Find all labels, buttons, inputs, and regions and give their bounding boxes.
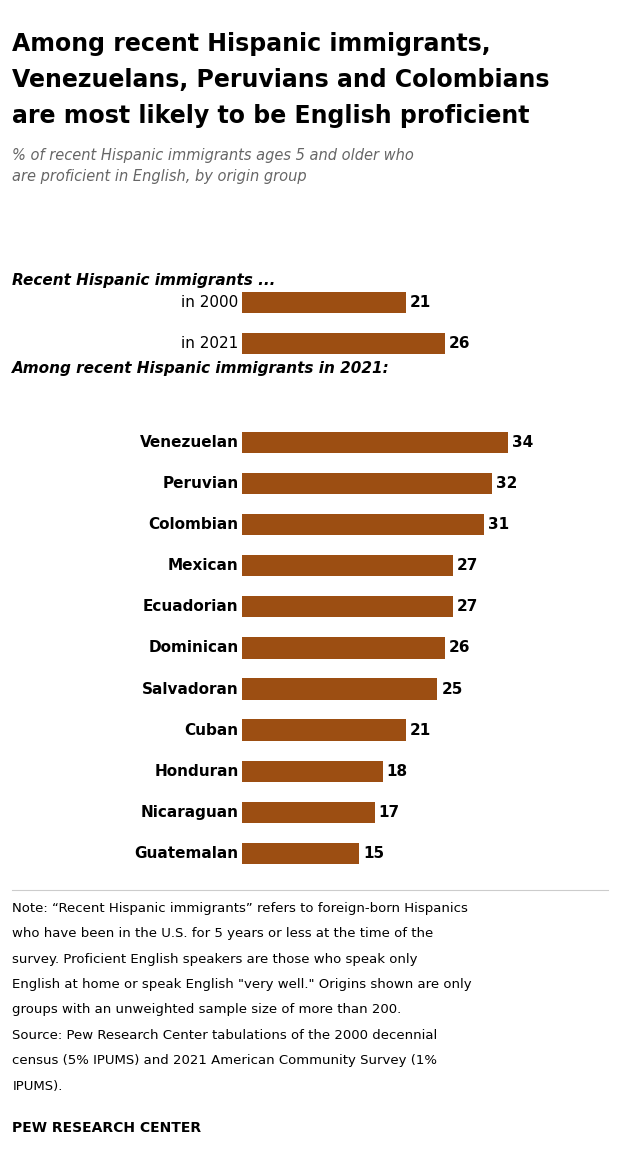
Text: 21: 21 bbox=[410, 722, 432, 738]
Bar bbox=[242, 333, 445, 354]
Text: 27: 27 bbox=[457, 599, 478, 614]
Text: 26: 26 bbox=[449, 336, 471, 351]
Text: are most likely to be English proficient: are most likely to be English proficient bbox=[12, 104, 530, 128]
Text: Note: “Recent Hispanic immigrants” refers to foreign-born Hispanics: Note: “Recent Hispanic immigrants” refer… bbox=[12, 902, 468, 914]
Text: % of recent Hispanic immigrants ages 5 and older who: % of recent Hispanic immigrants ages 5 a… bbox=[12, 148, 414, 163]
Text: groups with an unweighted sample size of more than 200.: groups with an unweighted sample size of… bbox=[12, 1003, 402, 1016]
Text: IPUMS).: IPUMS). bbox=[12, 1080, 63, 1092]
Text: Dominican: Dominican bbox=[148, 640, 239, 655]
Text: 15: 15 bbox=[363, 846, 384, 861]
Bar bbox=[242, 596, 453, 617]
Text: Guatemalan: Guatemalan bbox=[135, 846, 239, 861]
Text: in 2021: in 2021 bbox=[182, 336, 239, 351]
Text: Colombian: Colombian bbox=[149, 517, 239, 532]
Bar bbox=[242, 637, 445, 659]
Text: 27: 27 bbox=[457, 558, 478, 573]
Text: 31: 31 bbox=[489, 517, 510, 532]
Bar bbox=[242, 514, 484, 535]
Text: Nicaraguan: Nicaraguan bbox=[141, 805, 239, 820]
Text: Venezuelans, Peruvians and Colombians: Venezuelans, Peruvians and Colombians bbox=[12, 68, 550, 92]
Text: Cuban: Cuban bbox=[185, 722, 239, 738]
Text: Mexican: Mexican bbox=[168, 558, 239, 573]
Text: Salvadoran: Salvadoran bbox=[142, 682, 239, 697]
Bar bbox=[242, 555, 453, 577]
Bar bbox=[242, 802, 375, 823]
Text: in 2000: in 2000 bbox=[182, 295, 239, 310]
Text: 26: 26 bbox=[449, 640, 471, 655]
Bar bbox=[242, 473, 492, 494]
Text: Honduran: Honduran bbox=[154, 764, 239, 779]
Text: Source: Pew Research Center tabulations of the 2000 decennial: Source: Pew Research Center tabulations … bbox=[12, 1029, 438, 1042]
Text: are proficient in English, by origin group: are proficient in English, by origin gro… bbox=[12, 169, 307, 184]
Text: 17: 17 bbox=[379, 805, 400, 820]
Bar bbox=[242, 761, 383, 781]
Text: 32: 32 bbox=[496, 476, 518, 491]
Text: Among recent Hispanic immigrants in 2021:: Among recent Hispanic immigrants in 2021… bbox=[12, 361, 390, 376]
Text: Ecuadorian: Ecuadorian bbox=[143, 599, 239, 614]
Text: 18: 18 bbox=[386, 764, 408, 779]
Text: survey. Proficient English speakers are those who speak only: survey. Proficient English speakers are … bbox=[12, 953, 418, 965]
Text: census (5% IPUMS) and 2021 American Community Survey (1%: census (5% IPUMS) and 2021 American Comm… bbox=[12, 1054, 437, 1067]
Text: English at home or speak English "very well." Origins shown are only: English at home or speak English "very w… bbox=[12, 978, 472, 991]
Bar bbox=[242, 431, 508, 453]
Bar bbox=[242, 843, 359, 865]
Text: Among recent Hispanic immigrants,: Among recent Hispanic immigrants, bbox=[12, 32, 491, 57]
Bar bbox=[242, 719, 406, 741]
Text: 34: 34 bbox=[512, 435, 533, 450]
Text: Peruvian: Peruvian bbox=[162, 476, 239, 491]
Text: PEW RESEARCH CENTER: PEW RESEARCH CENTER bbox=[12, 1121, 202, 1135]
Text: 25: 25 bbox=[441, 682, 463, 697]
Bar bbox=[242, 291, 406, 313]
Text: who have been in the U.S. for 5 years or less at the time of the: who have been in the U.S. for 5 years or… bbox=[12, 927, 433, 940]
Text: Venezuelan: Venezuelan bbox=[140, 435, 239, 450]
Text: Recent Hispanic immigrants ...: Recent Hispanic immigrants ... bbox=[12, 273, 276, 288]
Bar bbox=[242, 679, 437, 699]
Text: 21: 21 bbox=[410, 295, 432, 310]
